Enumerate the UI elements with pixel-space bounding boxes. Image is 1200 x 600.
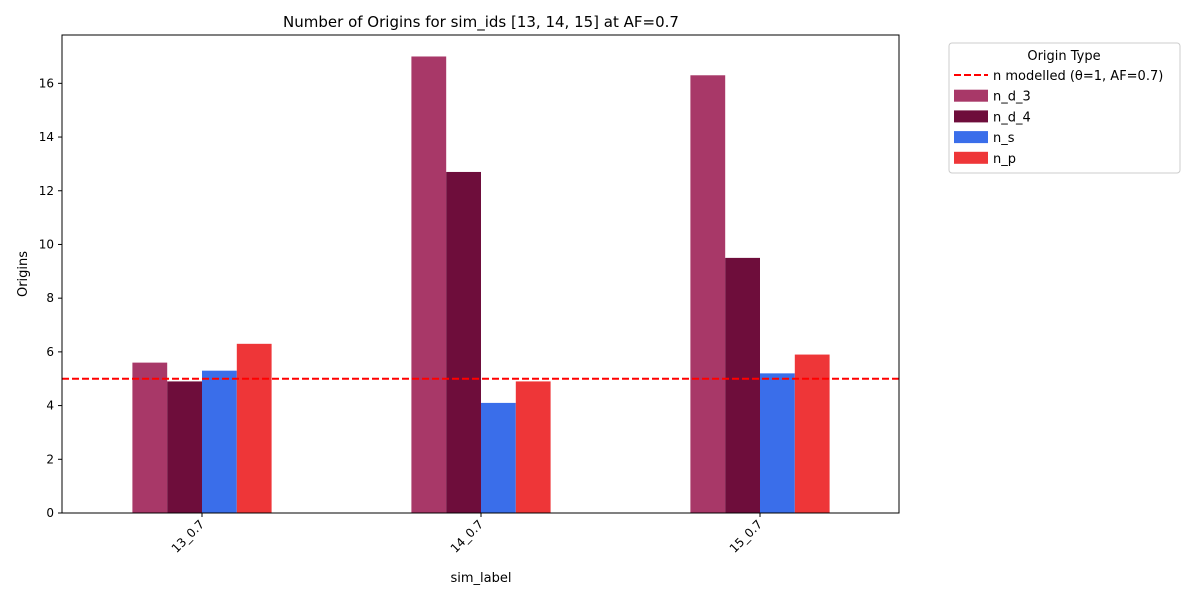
y-tick-label: 14 [39, 130, 54, 144]
bar-n_s-13_0.7 [202, 370, 237, 513]
bar-n_d_3-15_0.7 [690, 75, 726, 514]
legend-label-n_d_3: n_d_3 [993, 90, 1031, 105]
chart-title: Number of Origins for sim_ids [13, 14, 1… [283, 13, 679, 32]
legend-label-n_p: n_p [993, 152, 1016, 167]
x-tick-label: 15_0.7 [727, 517, 765, 555]
y-tick-label: 4 [46, 399, 54, 413]
plot-area [62, 56, 899, 514]
x-axis: 13_0.7 14_0.7 15_0.7 [169, 513, 765, 556]
legend-label-n_s: n_s [993, 131, 1015, 146]
legend-swatch-n_p [954, 151, 988, 164]
bar-n_p-14_0.7 [515, 381, 551, 513]
y-tick-label: 16 [39, 76, 54, 90]
legend-frame [948, 42, 1181, 174]
y-axis-label: Origins [16, 251, 31, 297]
x-tick-label: 14_0.7 [448, 517, 486, 555]
legend-label-reference: n modelled (θ=1, AF=0.7) [993, 69, 1163, 84]
legend-label-n_d_4: n_d_4 [993, 110, 1031, 125]
x-tick-label: 13_0.7 [169, 517, 207, 555]
legend-title: Origin Type [1027, 49, 1100, 64]
bar-n_p-13_0.7 [236, 343, 272, 513]
y-tick-label: 10 [39, 237, 54, 251]
bar-n_d_3-14_0.7 [411, 56, 447, 513]
bar-n_d_4-15_0.7 [725, 257, 760, 513]
y-tick-label: 8 [46, 291, 54, 305]
y-tick-label: 6 [46, 345, 54, 359]
bar-n_p-15_0.7 [794, 354, 830, 513]
legend-swatch-n_d_4 [954, 110, 988, 123]
bar-n_s-15_0.7 [760, 373, 795, 513]
x-axis-label: sim_label [451, 571, 512, 586]
y-tick-label: 2 [46, 452, 54, 466]
legend: Origin Type n modelled (θ=1, AF=0.7) n_d_… [948, 42, 1181, 174]
bar-n_d_4-13_0.7 [167, 381, 202, 513]
legend-swatch-n_d_3 [954, 89, 988, 102]
y-tick-label: 12 [39, 184, 54, 198]
y-tick-label: 0 [46, 506, 54, 520]
legend-swatch-n_s [954, 131, 988, 144]
bar-n_s-14_0.7 [481, 402, 516, 513]
bar-n_d_3-13_0.7 [132, 362, 168, 513]
bar-n_d_4-14_0.7 [446, 171, 481, 513]
y-axis: 0 2 4 6 8 10 12 14 16 [39, 76, 62, 520]
